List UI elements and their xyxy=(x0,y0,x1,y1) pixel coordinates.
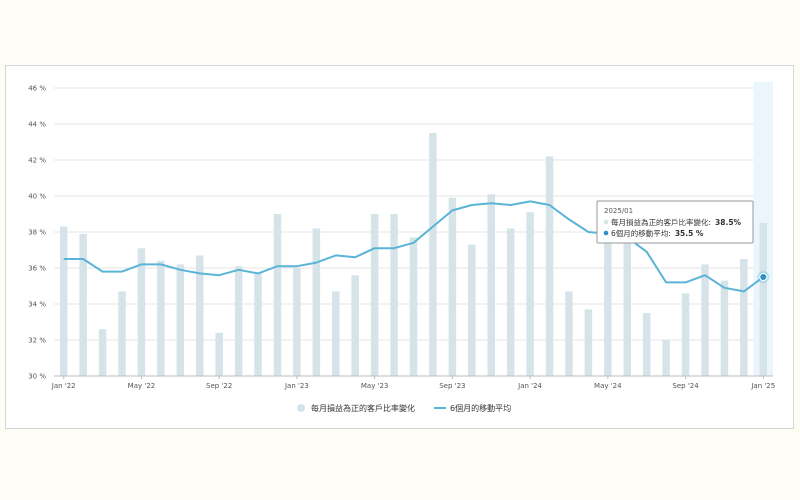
bar xyxy=(506,228,515,376)
x-tick-label: Sep '24 xyxy=(672,382,699,390)
legend-bar-label: 每月損益為正的客戶比率變化 xyxy=(311,403,415,413)
bar xyxy=(293,268,301,376)
bar xyxy=(137,248,146,376)
bar xyxy=(332,291,340,376)
x-tick-label: May '24 xyxy=(594,382,622,390)
tooltip-line-label: 6個月的移動平均: xyxy=(611,228,671,238)
bar xyxy=(98,329,107,376)
y-tick-label: 40 % xyxy=(28,193,46,201)
x-tick-label: May '23 xyxy=(361,382,389,390)
tooltip-bar-marker xyxy=(603,219,609,225)
bar xyxy=(642,313,651,376)
legend-line-label: 6個月的移動平均 xyxy=(450,403,511,413)
tooltip-line-marker xyxy=(603,230,609,236)
bar xyxy=(390,214,398,376)
hover-point xyxy=(759,273,768,281)
tooltip-date: 2025/01 xyxy=(604,207,633,215)
bar xyxy=(176,264,185,376)
legend: 每月損益為正的客戶比率變化 6個月的移動平均 xyxy=(297,403,511,413)
bar xyxy=(720,280,729,376)
bar xyxy=(623,242,632,376)
y-tick-label: 46 % xyxy=(28,85,46,93)
y-tick-label: 42 % xyxy=(28,157,46,165)
bar xyxy=(79,233,87,376)
bar xyxy=(448,197,457,376)
tooltip-line-value: 35.5 % xyxy=(675,229,704,238)
bar xyxy=(468,244,476,376)
x-tick-label: May '22 xyxy=(128,382,156,390)
bar xyxy=(118,291,126,376)
bar xyxy=(370,214,379,376)
chart-svg: 30 % 32 % 34 % 36 % 38 % 40 % 42 % 44 % 46 % Jan … xyxy=(28,82,775,413)
tooltip-bar-label: 每月損益為正的客戶比率變化: xyxy=(611,217,711,227)
x-tick-label: Jan '23 xyxy=(284,382,309,390)
bar xyxy=(254,273,262,376)
chart-card: 30 % 32 % 34 % 36 % 38 % 40 % 42 % 44 % 46 % Jan … xyxy=(5,65,794,429)
bar xyxy=(662,340,670,376)
bar xyxy=(273,214,282,376)
bar-series xyxy=(59,133,768,376)
bar xyxy=(195,255,204,376)
y-tick-label: 30 % xyxy=(28,373,46,381)
bar xyxy=(59,226,68,376)
y-tick-label: 44 % xyxy=(28,121,46,129)
tooltip-line-row: 6個月的移動平均: 35.5 % xyxy=(611,228,704,238)
bar xyxy=(565,291,573,376)
bar xyxy=(701,264,709,376)
x-tick-label: Sep '23 xyxy=(439,382,465,390)
bar xyxy=(740,259,748,376)
bar xyxy=(604,210,612,376)
axes: 30 % 32 % 34 % 36 % 38 % 40 % 42 % 44 % 46 % Jan … xyxy=(28,85,775,391)
bar xyxy=(584,309,593,376)
bar xyxy=(234,266,243,376)
bar xyxy=(312,228,321,376)
bar xyxy=(681,293,690,376)
y-tick-label: 32 % xyxy=(28,337,46,345)
legend-bar-swatch xyxy=(297,404,305,412)
bar xyxy=(759,223,768,376)
bar xyxy=(429,133,437,376)
tooltip-box xyxy=(596,200,754,244)
x-tick-label: Jan '25 xyxy=(750,382,775,390)
tooltip: 2025/01 每月損益為正的客戶比率變化: 38.5% 6個月的移動平均: 35.5 … xyxy=(596,200,754,244)
y-tick-label: 36 % xyxy=(28,265,46,273)
y-tick-label: 34 % xyxy=(28,301,46,309)
x-tick-label: Jan '22 xyxy=(51,382,76,390)
bar xyxy=(487,194,495,376)
bar xyxy=(215,332,223,376)
bar xyxy=(157,260,165,376)
tooltip-bar-row: 每月損益為正的客戶比率變化: 38.5% xyxy=(611,217,742,227)
line-series xyxy=(63,200,770,293)
x-tick-label: Jan '24 xyxy=(517,382,542,390)
bar xyxy=(409,237,418,376)
bar xyxy=(545,156,554,376)
tooltip-bar-value: 38.5% xyxy=(715,218,742,227)
bar xyxy=(351,275,359,376)
moving-average-line xyxy=(63,200,764,293)
bar xyxy=(526,212,534,376)
x-tick-label: Sep '22 xyxy=(206,382,232,390)
y-tick-label: 38 % xyxy=(28,229,46,237)
